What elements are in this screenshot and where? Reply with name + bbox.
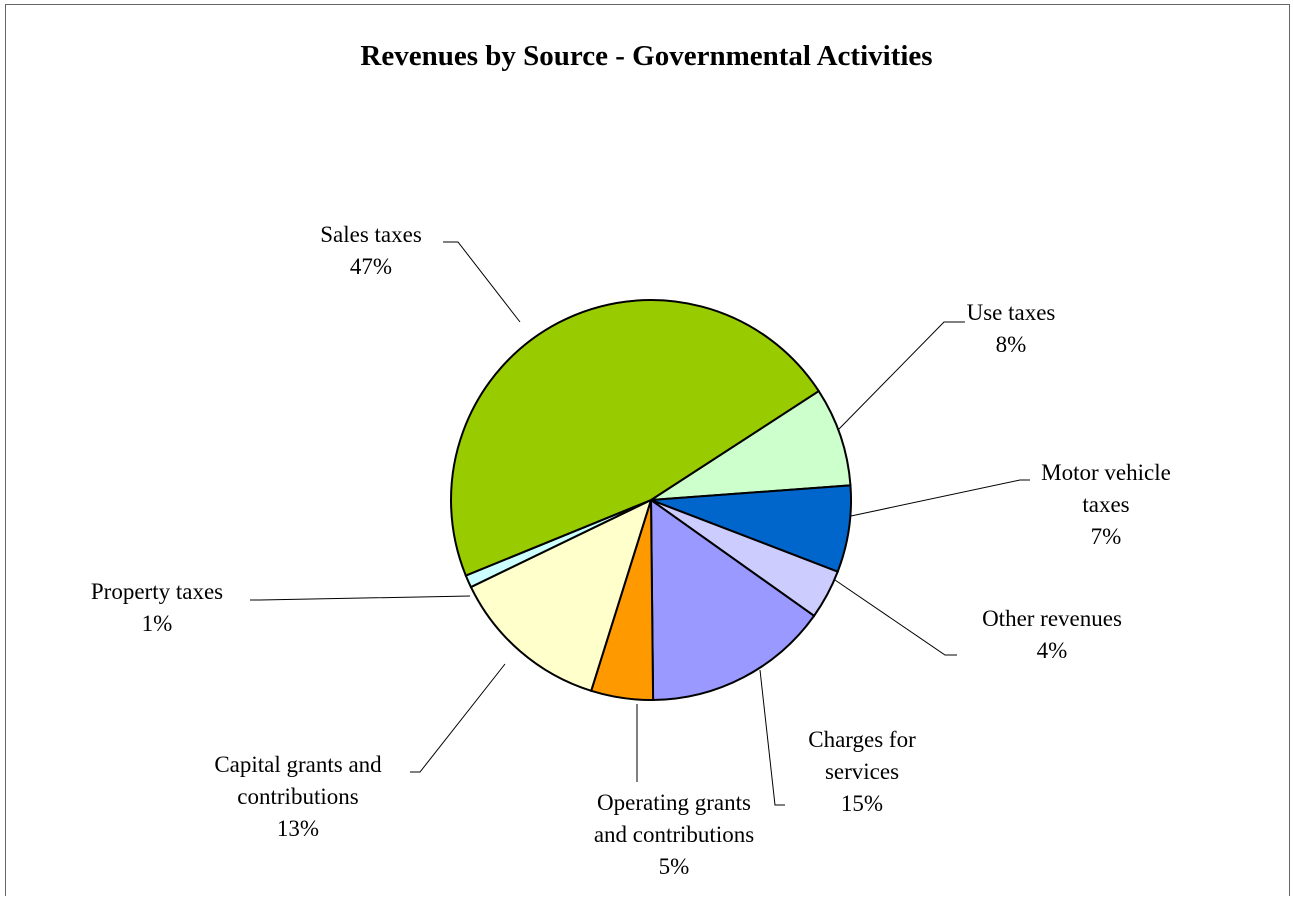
slice-label: Capital grants and contributions 13%	[214, 752, 382, 841]
pie-slice-use-taxes	[650, 389, 852, 501]
pie-slice-charges-for-services	[649, 498, 816, 702]
leader-line	[443, 241, 521, 323]
slice-label: Sales taxes 47%	[320, 222, 422, 279]
pie-slice-sales-taxes	[450, 299, 821, 577]
chart-title: Revenues by Source - Governmental Activi…	[360, 40, 933, 72]
leader-line	[410, 663, 506, 773]
leader-line	[759, 669, 785, 806]
slice-label: Motor vehicle taxes 7%	[1041, 460, 1171, 549]
leader-line	[834, 579, 957, 656]
leader-line	[837, 321, 965, 431]
leader-line	[850, 479, 1030, 517]
slice-label: Property taxes 1%	[91, 579, 223, 636]
slice-label: Charges for services 15%	[808, 727, 916, 816]
chart-frame	[5, 4, 1290, 896]
slice-label: Use taxes 8%	[967, 300, 1056, 357]
leader-line	[250, 595, 471, 601]
slice-label: Operating grants and contributions 5%	[594, 790, 754, 879]
slice-label: Other revenues 4%	[982, 606, 1122, 663]
pie-slice-capital-grants-and-contributions	[469, 498, 653, 693]
